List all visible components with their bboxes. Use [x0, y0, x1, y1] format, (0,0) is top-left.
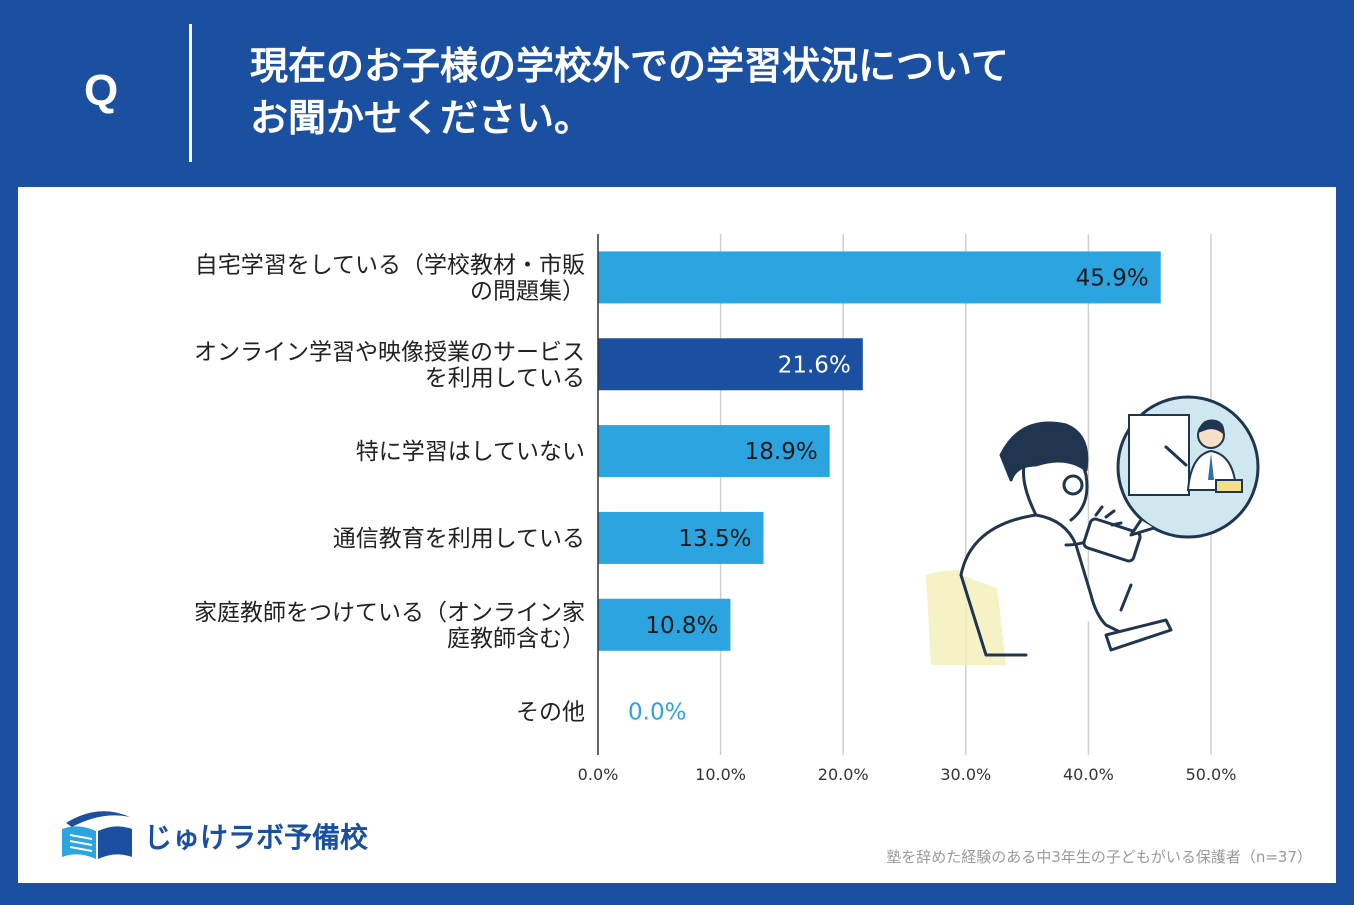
category-label: 自宅学習をしている（学校教材・市販 [195, 252, 585, 278]
chart-panel: 0.0% 10.0% 20.0% 30.0% 40.0% 50.0% 自宅学習をしている（学… [18, 187, 1336, 883]
question-line-2: お聞かせください。 [250, 96, 593, 140]
bar-chart: 0.0% 10.0% 20.0% 30.0% 40.0% 50.0% 自宅学習をしている（学… [194, 234, 1237, 784]
x-tick-label: 0.0% [578, 765, 619, 784]
category-label: 特に学習はしていない [356, 439, 585, 465]
bar [598, 511, 764, 564]
category-label: 家庭教師をつけている（オンライン家 [194, 600, 585, 626]
category-label: を利用している [425, 365, 585, 391]
bar [598, 425, 830, 478]
x-tick-label: 40.0% [1063, 765, 1114, 784]
student-icon [959, 421, 1173, 657]
x-tick-label: 50.0% [1186, 765, 1237, 784]
value-label: 0.0% [628, 700, 686, 726]
book-logo-icon [62, 811, 132, 859]
value-label: 10.8% [645, 613, 718, 639]
brand-logo: じゅけラボ予備校 [58, 809, 368, 863]
value-label: 21.6% [778, 352, 851, 378]
category-label: その他 [516, 700, 585, 726]
question-mark: Q [84, 66, 119, 115]
category-label: 通信教育を利用している [333, 526, 585, 552]
category-label: の問題集） [470, 278, 585, 304]
brand-name: じゅけラボ予備校 [144, 821, 369, 854]
x-tick-label: 20.0% [818, 765, 869, 784]
category-label: 庭教師含む） [447, 626, 585, 652]
bar [598, 598, 731, 651]
value-label: 13.5% [678, 526, 751, 552]
question-text: 現在のお子様の学校外での学習状況について お聞かせください。 [250, 40, 1009, 144]
question-line-1: 現在のお子様の学校外での学習状況について [250, 44, 1009, 88]
teacher-bubble-icon [1116, 395, 1260, 539]
student-online-lesson-illustration [926, 395, 1260, 665]
footnote: 塾を辞めた経験のある中3年生の子どもがいる保護者（n=37） [886, 848, 1312, 866]
value-label: 18.9% [745, 439, 818, 465]
category-label: オンライン学習や映像授業のサービス [194, 339, 585, 365]
value-label: 45.9% [1076, 265, 1149, 291]
dotted-chair-icon [926, 570, 1006, 665]
bar [598, 251, 1161, 304]
header-divider [189, 24, 192, 162]
header: Q 現在のお子様の学校外での学習状況について お聞かせください。 [0, 0, 1354, 187]
x-tick-label: 30.0% [940, 765, 991, 784]
bar [598, 338, 863, 391]
x-tick-label: 10.0% [695, 765, 746, 784]
